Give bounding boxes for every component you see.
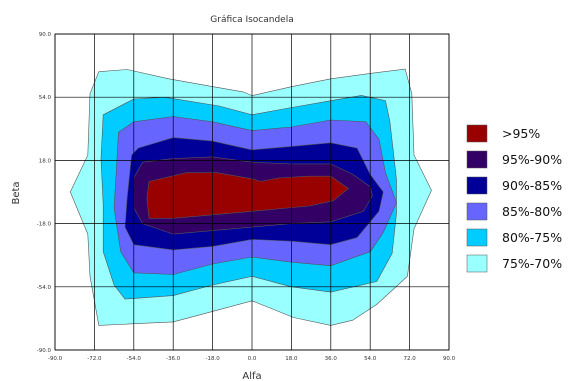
y-tick-label: -54.0 — [37, 285, 52, 291]
x-tick-label: -36.0 — [166, 356, 181, 362]
x-tick-label: 72.0 — [403, 356, 416, 362]
legend-label: 85%-80% — [502, 204, 562, 219]
legend-swatch — [466, 176, 488, 195]
legend: >95% 95%-90% 90%-85% 85%-80% 80%-75% 75%-70% — [466, 124, 562, 273]
legend-swatch — [466, 202, 488, 221]
x-tick-label: -54.0 — [127, 356, 142, 362]
x-axis-label: Alfa — [242, 371, 261, 381]
legend-swatch — [466, 150, 488, 169]
y-tick-label: -90.0 — [37, 348, 52, 354]
legend-label: 90%-85% — [502, 178, 562, 193]
x-tick-label: 90.0 — [443, 356, 456, 362]
y-tick-label: 18.0 — [39, 158, 52, 164]
chart-title: Gráfica Isocandela — [210, 15, 293, 25]
x-tick-label: 54.0 — [364, 356, 377, 362]
legend-label: 80%-75% — [502, 230, 562, 245]
y-axis-label: Beta — [11, 181, 22, 204]
legend-swatch — [466, 228, 488, 247]
legend-label: >95% — [502, 126, 540, 141]
x-tick-label: -18.0 — [205, 356, 220, 362]
legend-swatch — [466, 124, 488, 143]
y-tick-label: 54.0 — [39, 95, 52, 101]
contour-band-6 — [146, 172, 349, 219]
x-tick-label: 18.0 — [285, 356, 298, 362]
y-tick-label: -18.0 — [37, 222, 52, 228]
x-tick-label: -90.0 — [48, 356, 63, 362]
legend-label: 75%-70% — [502, 256, 562, 271]
plot-frame — [54, 33, 450, 351]
plot-area: -90.0 -72.0 -54.0 -36.0 -18.0 0.0 18.0 36.0 54.0… — [37, 32, 456, 362]
x-tick-label: 36.0 — [325, 356, 338, 362]
legend-swatch — [466, 254, 488, 273]
legend-label: 95%-90% — [502, 152, 562, 167]
y-tick-label: 90.0 — [39, 32, 52, 38]
x-tick-label: 0.0 — [248, 356, 257, 362]
x-tick-label: -72.0 — [87, 356, 102, 362]
